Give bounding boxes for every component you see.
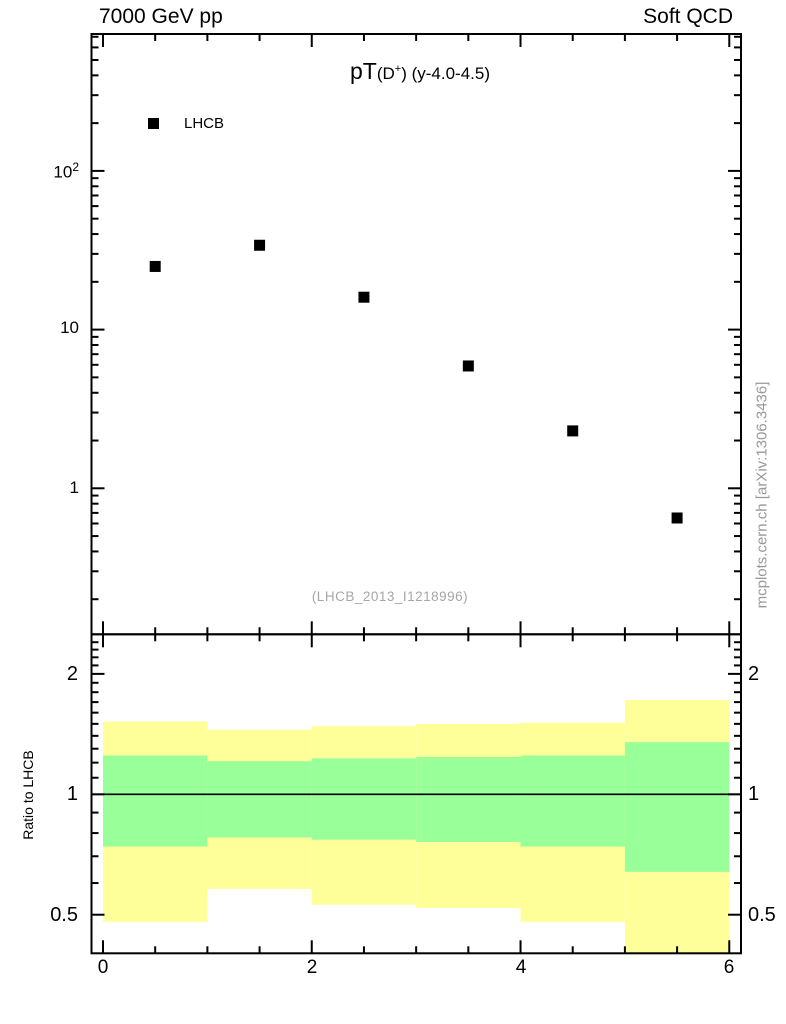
legend-square-marker-icon — [148, 118, 159, 129]
data-point-marker — [567, 425, 579, 437]
analysis-watermark: (LHCB_2013_I1218996) — [311, 589, 469, 604]
xtick-label-4: 4 — [515, 957, 527, 978]
ratio-tick-left-2: 2 — [66, 663, 78, 685]
legend-label: LHCB — [184, 115, 225, 132]
mcplots-arxiv-note: mcplots.cern.ch [arXiv:1306.3436] — [753, 381, 771, 609]
inner-uncertainty-band — [520, 755, 625, 847]
xtick-label-6: 6 — [723, 957, 735, 978]
ytick-label-100: 102 — [53, 160, 79, 182]
ratio-tick-right-05: 0.5 — [748, 904, 776, 926]
xtick-label-2: 2 — [306, 957, 318, 978]
process-group-label: Soft QCD — [643, 5, 733, 28]
inner-uncertainty-band — [416, 756, 521, 842]
data-point-marker — [462, 360, 474, 372]
ratio-tick-right-1: 1 — [748, 783, 760, 805]
particle-name: (D — [376, 64, 395, 83]
charge-superscript: + — [394, 63, 402, 75]
inner-uncertainty-band — [624, 742, 730, 872]
beam-energy-label: 7000 GeV pp — [99, 5, 223, 28]
inner-uncertainty-band — [311, 758, 417, 840]
observable-name: pT — [349, 58, 377, 84]
plot-title: pT(D+) (y-4.0-4.5) — [99, 58, 741, 85]
data-point-marker — [149, 260, 161, 272]
ratio-uncertainty-bands — [103, 700, 730, 954]
ytick-label-10: 10 — [60, 318, 79, 337]
ratio-tick-left-05: 0.5 — [50, 904, 78, 926]
inner-uncertainty-band — [103, 755, 208, 847]
ytick-label-1: 1 — [69, 478, 79, 497]
ratio-panel-frame — [90, 633, 742, 955]
data-points — [149, 239, 683, 524]
axis-ticks — [91, 34, 741, 954]
inner-uncertainty-band — [207, 761, 312, 838]
xtick-label-0: 0 — [97, 957, 109, 978]
data-point-marker — [358, 291, 370, 303]
data-point-marker — [671, 512, 683, 524]
ratio-tick-right-2: 2 — [748, 663, 760, 685]
ratio-tick-left-1: 1 — [66, 783, 78, 805]
data-point-marker — [254, 239, 266, 251]
rapidity-range: ) (y-4.0-4.5) — [401, 64, 491, 83]
